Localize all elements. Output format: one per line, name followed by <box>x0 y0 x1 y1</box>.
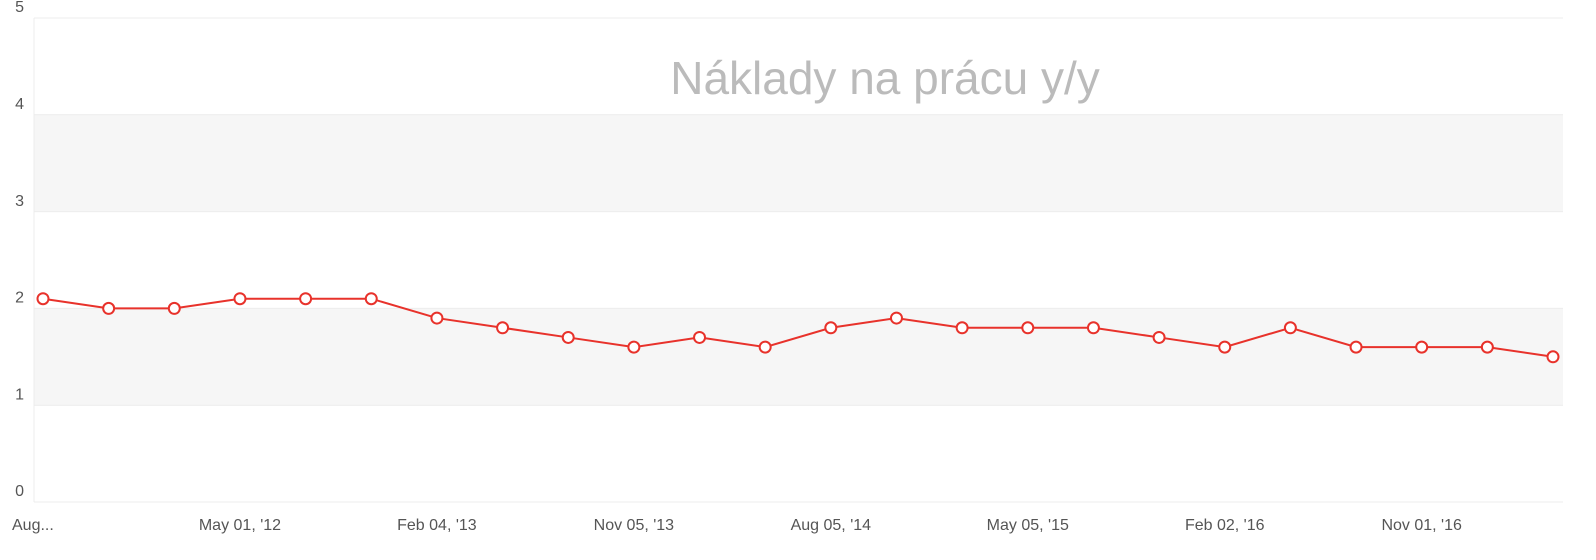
marker <box>1349 340 1363 354</box>
x-tick-label: Aug... <box>12 517 54 534</box>
marker <box>1480 340 1494 354</box>
x-tick-label: Nov 01, '16 <box>1381 517 1462 534</box>
marker <box>627 340 641 354</box>
line <box>42 297 1554 358</box>
y-tick-label: 1 <box>15 386 24 403</box>
marker <box>102 301 116 315</box>
plot-band <box>34 308 1563 406</box>
chart-title: Náklady na prácu y/y <box>670 52 1100 104</box>
x-tick-label: Aug 05, '14 <box>791 517 872 534</box>
marker <box>36 292 50 306</box>
x-tick-label: May 05, '15 <box>987 517 1069 534</box>
marker <box>167 301 181 315</box>
marker <box>364 292 378 306</box>
y-tick-label: 0 <box>15 483 24 500</box>
marker <box>1218 340 1232 354</box>
marker <box>1415 340 1429 354</box>
marker <box>233 292 247 306</box>
marker <box>496 321 510 335</box>
y-tick-label: 4 <box>15 96 24 113</box>
marker <box>1283 321 1297 335</box>
x-tick-label: May 01, '12 <box>199 517 281 534</box>
x-tick-label: Feb 02, '16 <box>1185 517 1265 534</box>
marker <box>693 330 707 344</box>
marker <box>1546 350 1560 364</box>
y-tick-label: 2 <box>15 290 24 307</box>
marker <box>430 311 444 325</box>
marker <box>1086 321 1100 335</box>
marker <box>1021 321 1035 335</box>
y-tick-label: 3 <box>15 193 24 210</box>
marker <box>955 321 969 335</box>
marker <box>299 292 313 306</box>
marker <box>889 311 903 325</box>
y-tick-label: 5 <box>15 0 24 16</box>
x-tick-label: Feb 04, '13 <box>397 517 477 534</box>
plot-band <box>34 114 1563 212</box>
marker <box>1152 330 1166 344</box>
x-tick-label: Nov 05, '13 <box>594 517 675 534</box>
marker <box>561 330 575 344</box>
marker <box>758 340 772 354</box>
marker <box>824 321 838 335</box>
